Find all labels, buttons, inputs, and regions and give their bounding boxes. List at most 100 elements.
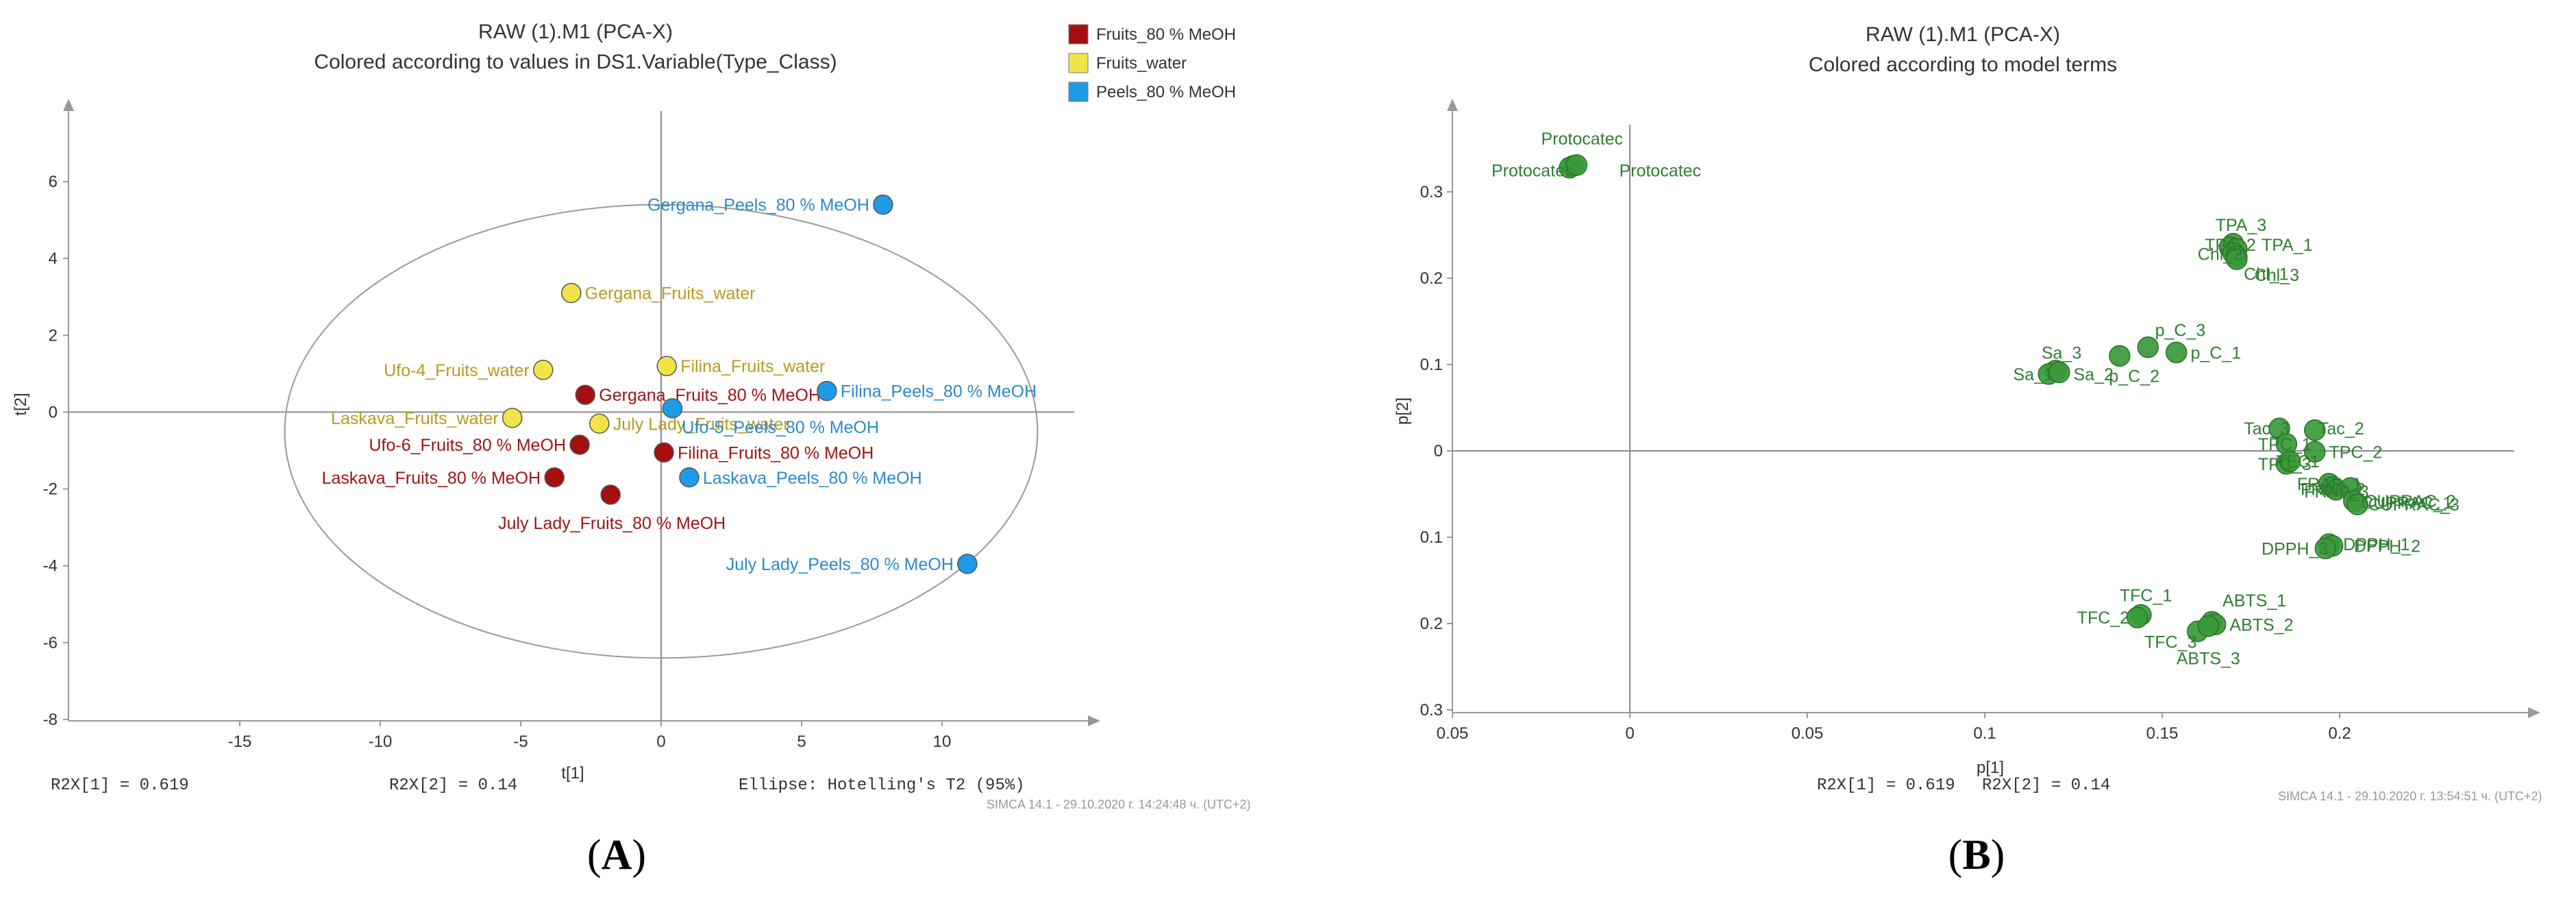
panel-b-xtick-label: 0.05 xyxy=(1437,724,1469,743)
panel-a-r2x2: R2X[2] = 0.14 xyxy=(389,776,517,795)
panel-a-point-label: July Lady_Peels_80 % MeOH xyxy=(726,555,954,574)
panel-b-ylabel: p[2] xyxy=(1394,397,1412,425)
panel-b-point-label: Protocatec xyxy=(1619,162,1701,181)
panel-b-x-arrow xyxy=(2528,707,2540,718)
panel-a-ytick-label: -4 xyxy=(43,557,58,576)
panel-a-point xyxy=(575,384,596,405)
panel-b-ytick-label: 0.2 xyxy=(1420,615,1443,633)
panel-b-point-label: DPPH_1 xyxy=(2343,535,2410,554)
panel-a-subtitle: Colored according to values in DS1.Varia… xyxy=(314,51,837,73)
panel-b-ytick-label: 0.3 xyxy=(1420,183,1443,201)
panel-b-point xyxy=(2165,341,2188,364)
panel-b-point-label: TPC_3 xyxy=(2258,455,2312,474)
panel-a-ytick-label: -6 xyxy=(43,634,58,652)
panel-a-point xyxy=(544,467,565,488)
panel-a-ytick-label: -2 xyxy=(43,480,58,499)
panel-b-point-label: ABTS_1 xyxy=(2222,591,2286,611)
panel-a-title: RAW (1).M1 (PCA-X) xyxy=(478,21,673,43)
panel-b-points: Protocatec Protocatec Protocatec TPA_3TPA_2… xyxy=(1491,130,2460,669)
panel-b-ytick-label: 0.2 xyxy=(1420,269,1443,288)
panel-b-point xyxy=(2109,345,2131,367)
panel-a-xtick-label: -5 xyxy=(513,732,528,751)
panel-b-point-label: Chl_1 xyxy=(2244,265,2288,284)
panel-b-xtick-label: 0.15 xyxy=(2146,724,2179,743)
panel-b-point-label: Protocatec xyxy=(1541,130,1624,149)
panel-a-point-label: Laskava_Fruits_water xyxy=(331,409,499,428)
panel-b-y-arrow xyxy=(1447,99,1458,111)
panel-a-point-label: Ufo-4_Fruits_water xyxy=(384,361,530,380)
panel-b-point xyxy=(1565,154,1588,176)
panel-b-point-label: FRAP_2 xyxy=(2301,480,2365,499)
panel-b-point-label: DPPH_3 xyxy=(2262,539,2328,558)
panel-a-point-label: Filina_Fruits_water xyxy=(680,357,825,376)
panel-a-point-label: Gergana_Fruits_80 % MeOH xyxy=(599,386,821,405)
panel-b-watermark: SIMCA 14.1 - 29.10.2020 г. 13:54:51 ч. (… xyxy=(2278,789,2542,803)
panel-a-r2x1: R2X[1] = 0.619 xyxy=(51,776,189,795)
panel-b-point-label: TFC_2 xyxy=(2077,608,2129,628)
panel-b-point-label: FRAP_3 xyxy=(2304,482,2368,502)
panel-a-xtick-label: -15 xyxy=(228,732,252,751)
panel-a-point-label: Gergana_Peels_80 % MeOH xyxy=(647,196,869,215)
panel-b-point-label: Chl_2 xyxy=(2198,245,2242,264)
panel-a-ytick-label: -8 xyxy=(43,711,58,729)
panel-b-point-label: TPA_3 xyxy=(2216,216,2267,235)
panel-a-point xyxy=(656,356,677,376)
panel-a-point-label: Laskava_Peels_80 % MeOH xyxy=(703,469,922,488)
panel-a-ytick-label: 4 xyxy=(49,249,58,268)
panel-b-point-label: TFC_1 xyxy=(2120,586,2172,605)
panel-a-legend-label: Fruits_80 % MeOH xyxy=(1096,25,1236,44)
panel-a-point-label: Gergana_Fruits_water xyxy=(585,284,756,304)
panel-b-point-label: p_C_1 xyxy=(2190,343,2241,362)
panel-a-point-label: July Lady_Fruits_water xyxy=(613,415,789,434)
panel-a-point xyxy=(654,442,674,463)
panel-a-point xyxy=(600,484,621,505)
panel-a-point xyxy=(662,398,683,419)
panel-a-legend-label: Fruits_water xyxy=(1096,54,1187,73)
panel-a-axes: -15 -10 -5 0 5 10 -8 -6 -4 -2 0 2 4 6 xyxy=(43,99,1100,751)
panel-a-letter: (A) xyxy=(587,832,646,878)
panel-b-title: RAW (1).M1 (PCA-X) xyxy=(1866,23,2060,46)
panel-a-watermark: SIMCA 14.1 - 29.10.2020 г. 14:24:48 ч. (… xyxy=(987,798,1250,811)
panel-a-point xyxy=(679,467,699,488)
panel-b-r2x2: R2X[2] = 0.14 xyxy=(1982,776,2110,795)
panel-b-point-label: Sa_1 xyxy=(2013,365,2053,384)
panel-b-xtick-label: 0 xyxy=(1625,724,1634,743)
panel-b-point-label: CUPRAC_1 xyxy=(2361,494,2452,513)
panel-b-point xyxy=(2314,537,2337,560)
panel-a-xtick-label: 0 xyxy=(656,732,665,751)
panel-a-point-label: Ufo-6_Fruits_80 % MeOH xyxy=(369,436,566,455)
panel-b-ytick-label: 0.1 xyxy=(1420,528,1443,547)
panel-a-point xyxy=(533,360,554,380)
panel-b-letter: (B) xyxy=(1948,832,2005,878)
panel-b-xtick-label: 0.2 xyxy=(2328,724,2351,743)
panel-a-point xyxy=(501,408,523,428)
panel-a-ytick-label: 0 xyxy=(49,403,58,421)
panel-b-point-label: TPC_1 xyxy=(2258,435,2312,454)
panel-a-legend-swatch xyxy=(1068,82,1089,102)
panel-a-xtick-label: 10 xyxy=(933,732,952,751)
panel-b-point-label: TFC_3 xyxy=(2144,632,2196,652)
panel-b-point-label: Chl_3 xyxy=(2255,266,2299,285)
panel-b-point-label: ABTS_3 xyxy=(2177,649,2240,668)
panel-b-point-label: ABTS_2 xyxy=(2229,615,2293,635)
panel-b-point-label: p_C_2 xyxy=(2109,367,2159,386)
panel-b-point-label: Sa_3 xyxy=(2042,343,2081,362)
panel-a-point-label: Filina_Peels_80 % MeOH xyxy=(841,382,1037,402)
panel-b-point-label: TPA_2 xyxy=(2205,236,2256,255)
panel-a-legend: Fruits_80 % MeOH Fruits_water Peels_80 % M… xyxy=(1068,24,1236,102)
panel-b-ytick-label: 0.1 xyxy=(1420,356,1443,374)
panel-a-point-label: Filina_Fruits_80 % MeOH xyxy=(678,443,874,463)
panel-b-point-label: FRAP_1 xyxy=(2297,475,2362,494)
panel-b-loading-plot: RAW (1).M1 (PCA-X) Colored according to … xyxy=(1394,23,2542,878)
panel-b-point-label: TPA_1 xyxy=(2262,236,2313,255)
panel-b-r2x1: R2X[1] = 0.619 xyxy=(1817,776,1955,795)
panel-b-point xyxy=(2126,606,2148,628)
panel-b-point xyxy=(2279,450,2301,472)
panel-a-point xyxy=(561,282,582,304)
panel-b-point-label: TEC1 xyxy=(2276,452,2320,471)
panel-b-point xyxy=(2303,419,2326,441)
panel-b-point xyxy=(2048,361,2070,384)
panel-a-point-label: Laskava_Fruits_80 % MeOH xyxy=(322,469,541,488)
panel-a-point xyxy=(589,413,610,434)
